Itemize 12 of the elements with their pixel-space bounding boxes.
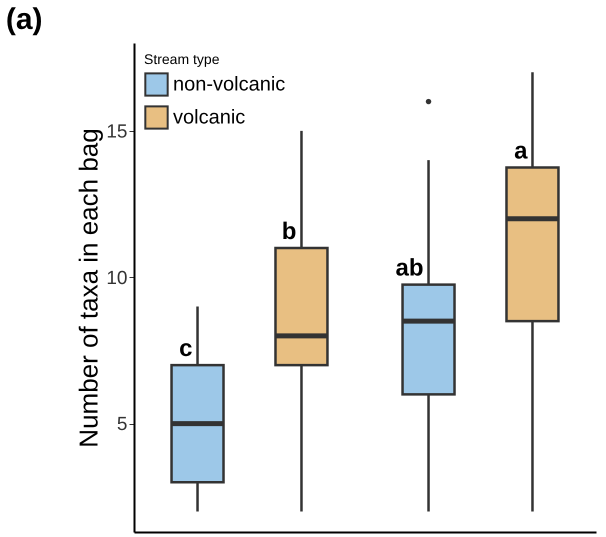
- legend-label: non-volcanic: [173, 74, 286, 96]
- y-tick-label: 15: [106, 121, 128, 142]
- chart-title: (a): [6, 3, 43, 36]
- annotation: a: [514, 137, 528, 164]
- legend-label: volcanic: [173, 106, 246, 128]
- y-tick-label: 5: [116, 414, 128, 436]
- legend-title: Stream type: [144, 51, 220, 67]
- annotation: c: [179, 335, 193, 362]
- y-axis-title: Number of taxa in each bag: [73, 128, 104, 448]
- y-tick-label: 10: [106, 268, 128, 289]
- annotation: ab: [396, 254, 424, 282]
- annotation: b: [282, 218, 296, 245]
